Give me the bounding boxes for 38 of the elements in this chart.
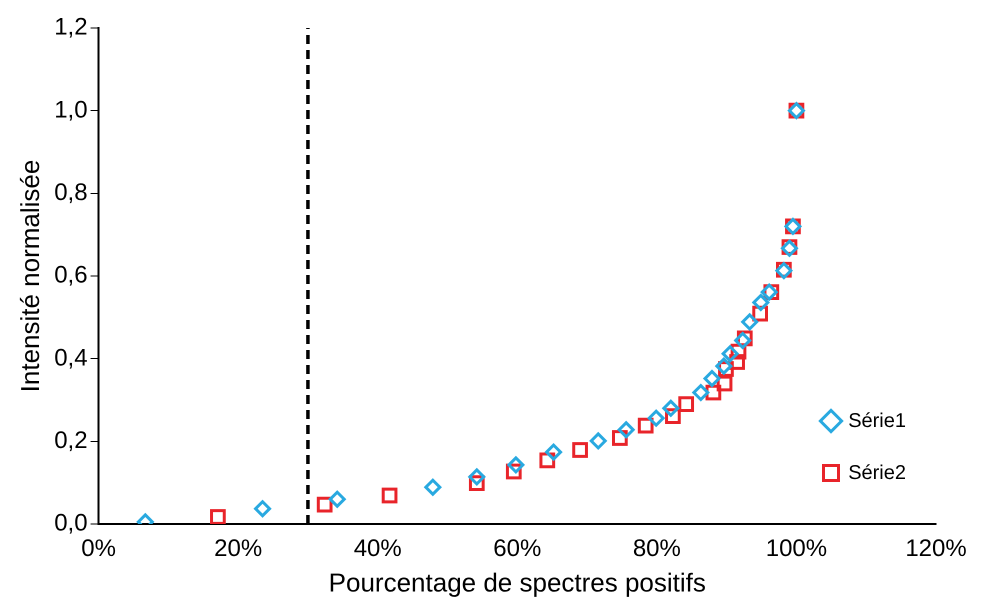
y-axis-title: Intensité normalisée xyxy=(14,160,45,392)
point xyxy=(678,396,694,412)
point xyxy=(572,442,588,458)
point xyxy=(507,456,524,474)
y-tick-label: 1,0 xyxy=(54,96,88,124)
point xyxy=(468,468,486,486)
y-tick-label: 0,8 xyxy=(54,178,88,206)
point xyxy=(545,444,562,461)
x-tick-label: 0% xyxy=(81,535,116,562)
x-tick-label: 100% xyxy=(766,535,828,562)
y-tick-label: 0,6 xyxy=(54,262,88,289)
point xyxy=(715,358,732,375)
x-tick-label: 80% xyxy=(632,535,681,562)
y-tick-label: 0,4 xyxy=(54,344,88,372)
point xyxy=(254,500,272,518)
legend-label: Série2 xyxy=(848,462,906,484)
point xyxy=(328,490,346,508)
point xyxy=(618,421,635,438)
y-tick-label: 0,2 xyxy=(54,426,88,454)
x-axis-title: Pourcentage de spectres positifs xyxy=(328,568,706,598)
point xyxy=(648,410,665,427)
point xyxy=(692,384,710,402)
point xyxy=(424,478,442,496)
y-tick-label: 0,0 xyxy=(54,510,88,537)
point xyxy=(662,400,680,417)
point xyxy=(590,432,607,450)
point xyxy=(210,509,226,524)
x-tick-label: 120% xyxy=(905,535,967,562)
x-tick-label: 40% xyxy=(354,535,402,562)
point xyxy=(382,488,398,504)
point xyxy=(722,345,739,362)
point xyxy=(703,370,720,388)
x-tick-label: 20% xyxy=(214,535,262,562)
point xyxy=(752,294,770,311)
y-tick-label: 1,2 xyxy=(54,14,88,41)
legend-label: Série1 xyxy=(848,410,906,432)
x-tick-label: 60% xyxy=(493,535,542,562)
point xyxy=(741,313,758,330)
